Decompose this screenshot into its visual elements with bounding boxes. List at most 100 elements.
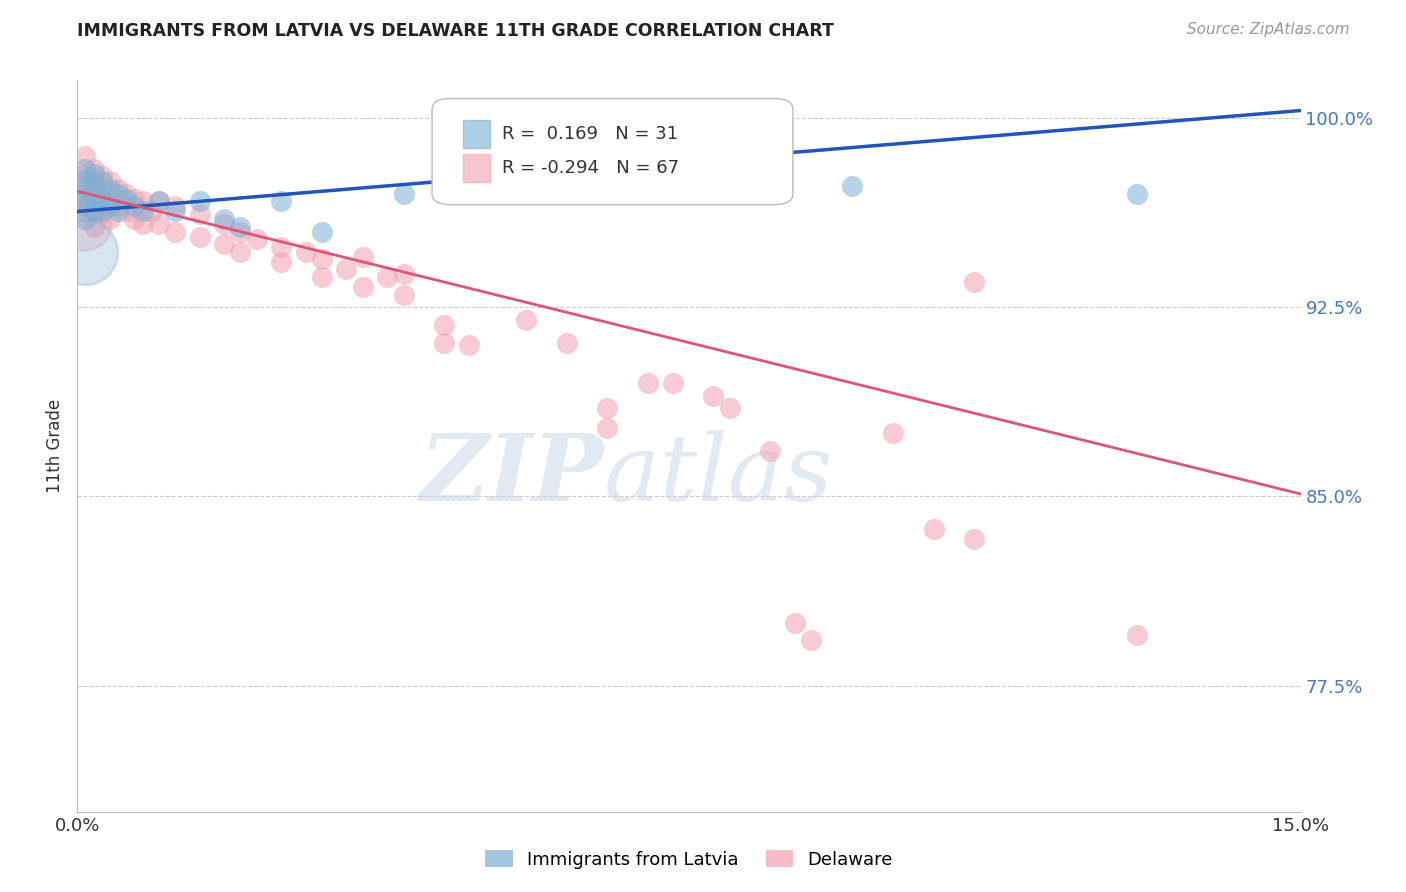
Point [800, 633, 823, 648]
Point [457, 338, 479, 352]
Point [188, 229, 211, 244]
Point [107, 186, 129, 201]
Point [83, 204, 105, 219]
Point [596, 401, 619, 416]
Point [107, 204, 129, 219]
Text: ZIP: ZIP [419, 430, 603, 520]
FancyBboxPatch shape [432, 99, 793, 204]
Point [83, 204, 105, 219]
Point [75, 192, 97, 206]
Point [75, 212, 97, 227]
Point [515, 313, 537, 327]
Point [759, 444, 782, 458]
Point [352, 250, 374, 264]
Point [98, 192, 121, 206]
Point [1126, 186, 1149, 201]
Point [115, 204, 138, 219]
Point [229, 225, 252, 239]
Point [148, 194, 170, 209]
Point [165, 199, 187, 213]
Point [392, 287, 415, 301]
Point [131, 194, 153, 209]
Point [75, 161, 97, 176]
Point [433, 335, 456, 350]
Y-axis label: 11th Grade: 11th Grade [46, 399, 65, 493]
Point [90, 207, 112, 221]
Point [75, 174, 97, 188]
Point [107, 199, 129, 213]
Point [148, 217, 170, 231]
Point [90, 204, 112, 219]
Point [596, 421, 619, 435]
Point [882, 426, 904, 441]
Point [98, 182, 121, 196]
Point [212, 237, 235, 252]
Point [352, 280, 374, 294]
Point [90, 194, 112, 209]
Point [270, 240, 292, 254]
Point [124, 199, 146, 213]
Text: Source: ZipAtlas.com: Source: ZipAtlas.com [1187, 22, 1350, 37]
Point [107, 182, 129, 196]
Point [270, 255, 292, 269]
Point [392, 186, 415, 201]
Point [922, 522, 945, 536]
Point [311, 252, 333, 267]
Point [474, 161, 496, 176]
Point [702, 388, 724, 402]
Point [212, 212, 235, 227]
Point [83, 167, 105, 181]
Point [75, 167, 97, 181]
Point [131, 217, 153, 231]
Point [165, 204, 187, 219]
Point [75, 149, 97, 163]
Point [165, 225, 187, 239]
Point [270, 194, 292, 209]
Point [661, 376, 683, 390]
Point [83, 174, 105, 188]
Point [90, 169, 112, 183]
Point [392, 268, 415, 282]
Point [212, 217, 235, 231]
Point [75, 204, 97, 219]
Point [229, 219, 252, 234]
Point [311, 270, 333, 285]
Point [124, 212, 146, 227]
Point [90, 174, 112, 188]
Point [75, 182, 97, 196]
Bar [463, 120, 489, 147]
Point [83, 219, 105, 234]
Bar [463, 154, 489, 182]
Point [115, 186, 138, 201]
Point [375, 270, 398, 285]
Point [433, 318, 456, 332]
Text: R =  0.169   N = 31: R = 0.169 N = 31 [502, 125, 678, 143]
Point [124, 192, 146, 206]
Point [98, 212, 121, 227]
Point [963, 275, 986, 289]
Point [75, 244, 97, 259]
Point [637, 376, 659, 390]
Point [75, 217, 97, 231]
Point [555, 335, 578, 350]
Point [229, 244, 252, 259]
Point [718, 401, 741, 416]
Point [75, 192, 97, 206]
Point [841, 179, 863, 194]
Point [335, 262, 357, 277]
Text: atlas: atlas [603, 430, 832, 520]
Legend: Immigrants from Latvia, Delaware: Immigrants from Latvia, Delaware [478, 843, 900, 876]
Point [83, 186, 105, 201]
Point [75, 199, 97, 213]
Point [294, 244, 316, 259]
Text: IMMIGRANTS FROM LATVIA VS DELAWARE 11TH GRADE CORRELATION CHART: IMMIGRANTS FROM LATVIA VS DELAWARE 11TH … [77, 22, 834, 40]
Point [90, 182, 112, 196]
Point [783, 615, 806, 630]
Point [83, 192, 105, 206]
Point [188, 207, 211, 221]
Point [963, 533, 986, 547]
Point [246, 232, 269, 246]
Point [98, 199, 121, 213]
Point [311, 225, 333, 239]
Point [131, 204, 153, 219]
